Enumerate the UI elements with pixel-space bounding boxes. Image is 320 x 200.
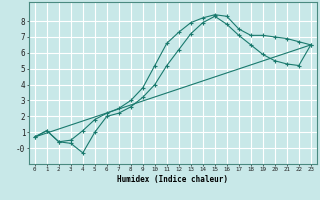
X-axis label: Humidex (Indice chaleur): Humidex (Indice chaleur) xyxy=(117,175,228,184)
